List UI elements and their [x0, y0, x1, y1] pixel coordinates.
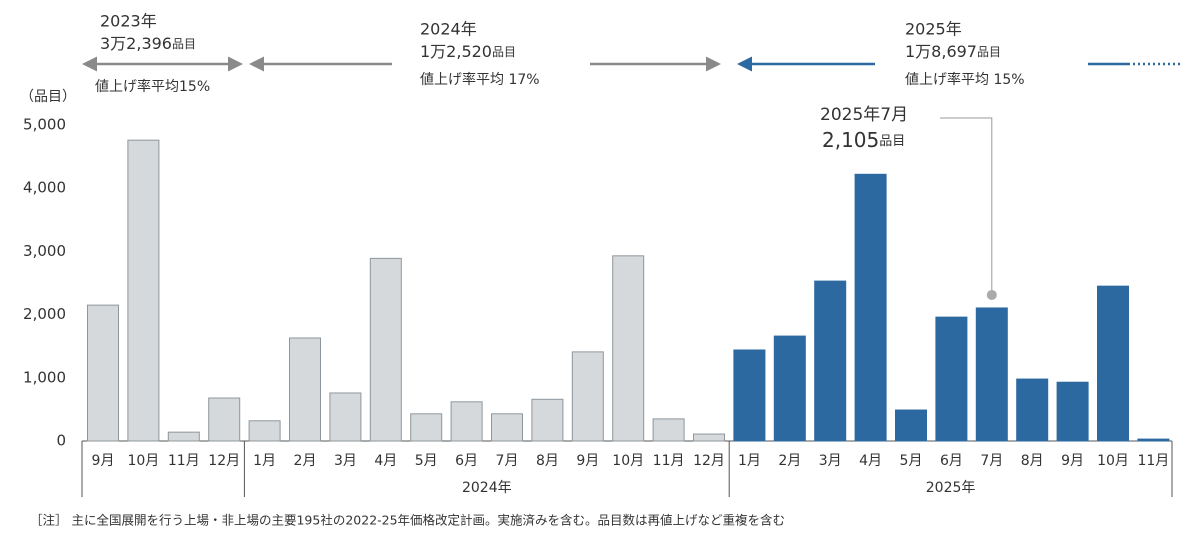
x-tick-label: 3月	[819, 453, 842, 469]
callout-number: 2,105	[822, 128, 879, 152]
x-tick-label: 10月	[127, 453, 159, 469]
callout-title: 2025年7月	[820, 105, 908, 125]
y-tick-label: 1,000	[23, 368, 66, 386]
group-label: 2025年	[926, 480, 976, 496]
x-tick-label: 7月	[980, 453, 1003, 469]
bar	[87, 304, 119, 442]
bar	[814, 280, 847, 442]
group-label: 2024年	[462, 480, 512, 496]
period-count: 1万2,520品目	[420, 42, 516, 61]
bar	[975, 307, 1008, 442]
bar	[612, 255, 645, 442]
bar	[289, 337, 321, 442]
period-rate: 値上げ率平均15%	[95, 78, 210, 95]
x-tick-label: 9月	[1061, 453, 1084, 469]
x-tick-label: 10月	[612, 453, 644, 469]
bar	[208, 397, 241, 442]
x-tick-label: 4月	[859, 453, 882, 469]
bar	[1016, 378, 1049, 442]
y-axis-label: （品目）	[20, 89, 76, 105]
x-tick-label: 11月	[168, 453, 200, 469]
bar	[491, 413, 523, 442]
y-tick-label: 3,000	[23, 242, 66, 260]
period-count: 1万8,697品目	[905, 42, 1001, 61]
bar	[733, 349, 766, 442]
count-number: 1万8,697	[905, 42, 977, 61]
bar	[248, 420, 281, 442]
x-tick-label: 9月	[576, 453, 599, 469]
bar	[369, 257, 402, 442]
footnote: ［注］ 主に全国展開を行う上場・非上場の主要195社の2022-25年価格改定計…	[30, 513, 785, 528]
callout-line	[940, 117, 993, 295]
x-tick-label: 2月	[294, 453, 317, 469]
callout-dot	[986, 289, 997, 300]
count-number: 1万2,520	[420, 42, 492, 61]
period-year: 2024年	[420, 20, 477, 39]
callout-value: 2,105品目	[822, 128, 905, 152]
bar	[854, 173, 887, 442]
period-year: 2023年	[100, 12, 157, 31]
x-tick-label: 9月	[92, 453, 115, 469]
bar	[410, 413, 443, 442]
y-tick-label: 5,000	[23, 116, 66, 134]
x-tick-label: 8月	[1021, 453, 1044, 469]
x-tick-label: 8月	[536, 453, 559, 469]
bar	[895, 409, 927, 442]
count-unit: 品目	[492, 45, 516, 59]
period-rate: 値上げ率平均 15%	[905, 71, 1025, 88]
y-tick-label: 0	[56, 432, 66, 450]
count-number: 3万2,396	[100, 34, 172, 53]
bar	[652, 418, 685, 442]
period-count: 3万2,396品目	[100, 34, 196, 53]
x-tick-label: 6月	[940, 453, 963, 469]
x-tick-label: 11月	[653, 453, 685, 469]
bar	[773, 335, 806, 442]
x-tick-label: 4月	[374, 453, 397, 469]
callout-unit: 品目	[879, 134, 905, 149]
count-unit: 品目	[977, 45, 1001, 59]
callout: 2025年7月 2,105品目	[820, 105, 997, 300]
x-tick-label: 12月	[208, 453, 240, 469]
bar	[1056, 381, 1089, 442]
period-year: 2025年	[905, 20, 962, 39]
period-rate: 値上げ率平均 17%	[420, 71, 540, 88]
x-tick-label: 1月	[738, 453, 761, 469]
x-tick-label: 3月	[334, 453, 357, 469]
x-tick-label: 5月	[900, 453, 923, 469]
bar	[329, 392, 362, 442]
count-unit: 品目	[172, 37, 196, 51]
bar	[127, 139, 160, 442]
bar	[1137, 438, 1170, 442]
x-tick-label: 12月	[693, 453, 725, 469]
x-tick-label: 5月	[415, 453, 438, 469]
x-tick-label: 11月	[1137, 453, 1169, 469]
y-tick-label: 2,000	[23, 305, 66, 323]
y-tick-label: 4,000	[23, 179, 66, 197]
bar	[693, 433, 725, 442]
bar	[531, 398, 564, 442]
x-tick-label: 2月	[778, 453, 801, 469]
bar	[935, 316, 968, 442]
bar	[450, 401, 483, 442]
bar	[167, 431, 200, 442]
x-tick-label: 6月	[455, 453, 478, 469]
x-tick-label: 1月	[253, 453, 276, 469]
x-tick-label: 7月	[496, 453, 519, 469]
bar	[571, 351, 604, 442]
bar	[1097, 285, 1129, 442]
x-tick-label: 10月	[1097, 453, 1129, 469]
